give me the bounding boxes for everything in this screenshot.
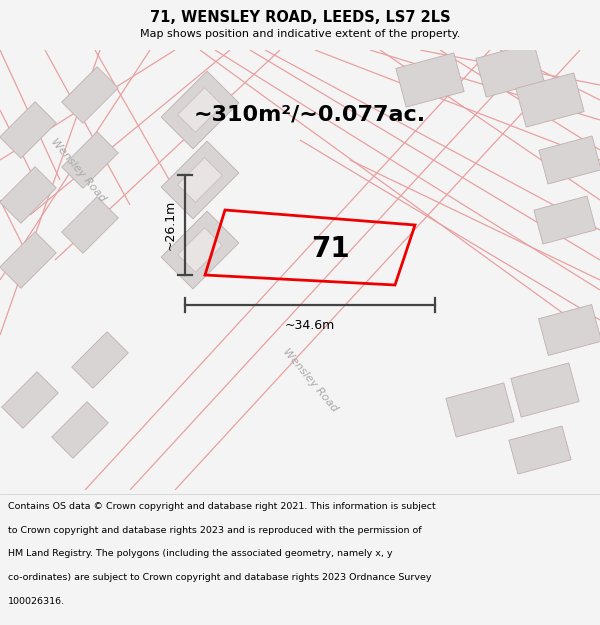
Polygon shape xyxy=(178,88,222,132)
Text: to Crown copyright and database rights 2023 and is reproduced with the permissio: to Crown copyright and database rights 2… xyxy=(8,526,421,535)
Polygon shape xyxy=(161,71,239,149)
Polygon shape xyxy=(0,232,56,288)
Polygon shape xyxy=(62,132,118,188)
Polygon shape xyxy=(516,73,584,127)
Text: Wensley Road: Wensley Road xyxy=(49,136,107,204)
Polygon shape xyxy=(0,102,56,158)
Text: 71: 71 xyxy=(311,235,349,262)
Polygon shape xyxy=(178,228,222,272)
Polygon shape xyxy=(539,304,600,356)
Polygon shape xyxy=(396,53,464,107)
Polygon shape xyxy=(511,363,579,417)
Text: ~26.1m: ~26.1m xyxy=(164,200,177,250)
Polygon shape xyxy=(476,43,544,97)
Text: Contains OS data © Crown copyright and database right 2021. This information is : Contains OS data © Crown copyright and d… xyxy=(8,502,436,511)
Polygon shape xyxy=(2,372,58,428)
Polygon shape xyxy=(446,383,514,437)
Text: co-ordinates) are subject to Crown copyright and database rights 2023 Ordnance S: co-ordinates) are subject to Crown copyr… xyxy=(8,573,431,582)
Text: HM Land Registry. The polygons (including the associated geometry, namely x, y: HM Land Registry. The polygons (includin… xyxy=(8,549,392,558)
Polygon shape xyxy=(509,426,571,474)
Text: ~34.6m: ~34.6m xyxy=(285,319,335,332)
Text: Map shows position and indicative extent of the property.: Map shows position and indicative extent… xyxy=(140,29,460,39)
Polygon shape xyxy=(534,196,596,244)
Text: 100026316.: 100026316. xyxy=(8,597,65,606)
Polygon shape xyxy=(72,332,128,388)
Polygon shape xyxy=(0,167,56,223)
Text: ~310m²/~0.077ac.: ~310m²/~0.077ac. xyxy=(194,105,426,125)
Polygon shape xyxy=(539,136,600,184)
Polygon shape xyxy=(52,402,108,458)
Polygon shape xyxy=(178,158,222,202)
Polygon shape xyxy=(161,141,239,219)
Polygon shape xyxy=(62,67,118,123)
Polygon shape xyxy=(62,197,118,253)
Polygon shape xyxy=(161,211,239,289)
Text: Wensley Road: Wensley Road xyxy=(281,346,340,414)
Text: 71, WENSLEY ROAD, LEEDS, LS7 2LS: 71, WENSLEY ROAD, LEEDS, LS7 2LS xyxy=(149,10,451,25)
